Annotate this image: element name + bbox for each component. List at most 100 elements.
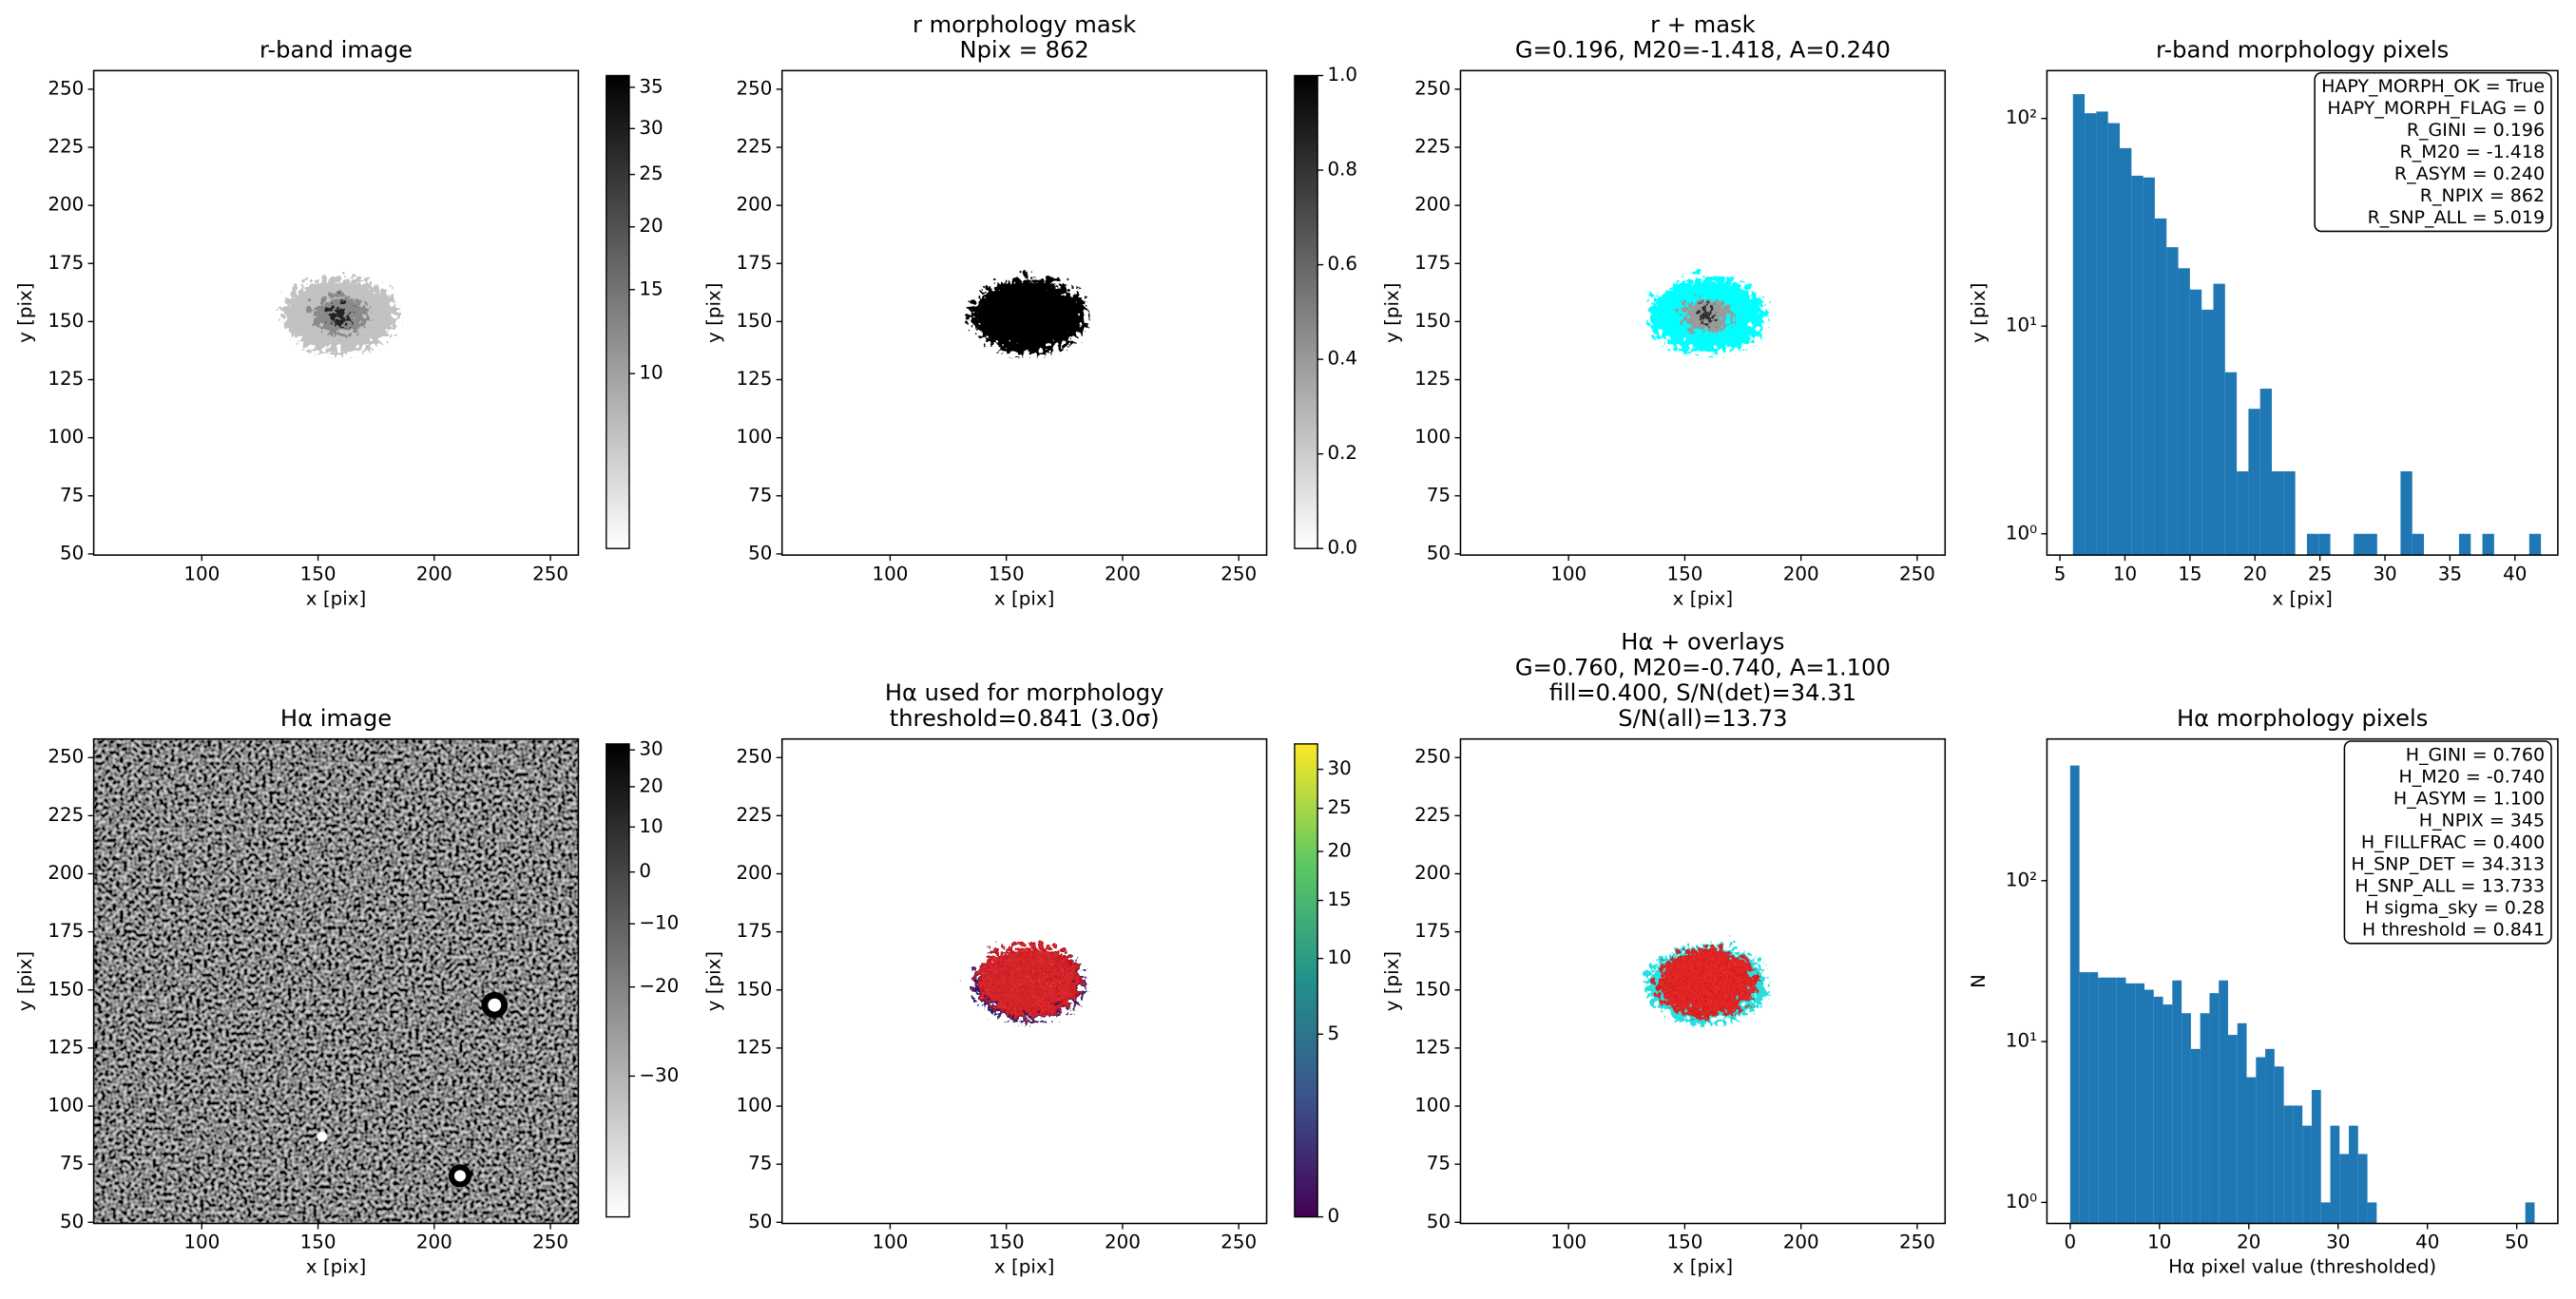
bar	[2219, 980, 2228, 1224]
y-tick-label: 10⁰	[2006, 522, 2037, 544]
x-tick-label: 200	[416, 1232, 452, 1253]
x-tick-label: 30	[2326, 1232, 2350, 1253]
x-axis-label: Hα pixel value (thresholded)	[2168, 1256, 2436, 1278]
annotation-line: R_M20 = -1.418	[2400, 142, 2546, 162]
x-axis-label: x [pix]	[994, 1256, 1054, 1278]
y-tick-label: 75	[60, 1153, 84, 1175]
y-tick-label: 250	[48, 77, 84, 99]
colorbar-tick-label: 20	[639, 215, 663, 237]
y-tick-label: 175	[1414, 920, 1451, 942]
y-tick-label: 10²	[2006, 106, 2037, 128]
colorbar-tick-label: 30	[639, 117, 663, 139]
x-tick-label: 200	[1783, 1232, 1819, 1253]
bar	[2085, 113, 2097, 556]
colorbar	[1294, 743, 1318, 1218]
annotation-line: H_SNP_ALL = 13.733	[2355, 875, 2545, 896]
bar	[2116, 977, 2126, 1224]
colorbar-tick-label: 20	[639, 774, 663, 796]
x-tick-label: 200	[1783, 563, 1819, 584]
y-tick-label: 200	[48, 862, 84, 884]
bar	[2154, 218, 2167, 556]
panel-title: fill=0.400, S/N(det)=34.31	[1549, 679, 1856, 706]
bar	[2069, 765, 2080, 1224]
panel-title: Hα + overlays	[1621, 629, 1784, 656]
y-axis-label: y [pix]	[1381, 951, 1403, 1011]
colorbar-tick-label: 10	[639, 815, 663, 837]
panel-title: S/N(all)=13.73	[1618, 705, 1787, 732]
y-tick-label: 150	[48, 978, 84, 1000]
colorbar-tick-label: 10	[1327, 946, 1351, 968]
bar	[2224, 372, 2238, 556]
bar	[2135, 983, 2145, 1224]
y-tick-label: 100	[736, 1095, 772, 1117]
y-tick-label: 200	[48, 194, 84, 216]
y-tick-label: 175	[48, 252, 84, 274]
annotation-line: R_GINI = 0.196	[2407, 120, 2545, 141]
bar	[2412, 533, 2425, 556]
x-tick-label: 200	[416, 563, 452, 584]
y-tick-label: 50	[1427, 1211, 1451, 1232]
ha-morph-blob	[966, 939, 1078, 1016]
bar	[2072, 94, 2086, 556]
y-axis-label: y [pix]	[702, 951, 724, 1011]
bar	[2354, 533, 2366, 556]
colorbar-tick-label: 1.0	[1327, 64, 1357, 86]
colorbar-tick-label: −30	[639, 1064, 679, 1086]
y-tick-label: 75	[1427, 484, 1451, 506]
annotation-line: H_FILLFRAC = 0.400	[2361, 831, 2545, 852]
panel-title: r-band morphology pixels	[2156, 37, 2449, 64]
x-axis-label: x [pix]	[994, 587, 1054, 609]
colorbar	[606, 74, 630, 549]
y-tick-label: 225	[736, 804, 772, 826]
colorbar-tick-label: 5	[1327, 1022, 1339, 1044]
y-tick-label: 175	[48, 920, 84, 942]
axes-frame	[92, 737, 580, 1225]
ha-noise	[93, 738, 579, 1224]
bar	[2166, 247, 2179, 556]
bar	[2311, 1090, 2321, 1224]
x-tick-label: 250	[1899, 563, 1935, 584]
bar	[2201, 309, 2214, 556]
y-tick-label: 250	[736, 746, 772, 768]
x-tick-label: 35	[2438, 563, 2462, 584]
x-tick-label: 100	[872, 1232, 908, 1253]
colorbar	[1294, 74, 1318, 549]
y-tick-label: 100	[1414, 426, 1451, 448]
x-tick-label: 40	[2503, 563, 2527, 584]
y-tick-label: 100	[48, 1095, 84, 1117]
bar	[2190, 1048, 2201, 1224]
ha-speckle	[972, 942, 1071, 1009]
y-tick-label: 150	[1414, 978, 1451, 1000]
x-tick-label: 150	[1666, 1232, 1702, 1253]
x-tick-label: 100	[1550, 1232, 1586, 1253]
ha-image	[93, 738, 579, 1224]
bars	[2072, 94, 2542, 556]
bar	[2143, 177, 2155, 556]
panel-title: r morphology mask	[913, 11, 1136, 38]
y-axis-label: y [pix]	[14, 282, 36, 342]
colorbar-tick-label: 25	[1327, 796, 1351, 818]
bar	[2107, 123, 2121, 556]
x-tick-label: 250	[532, 563, 568, 584]
bar	[2283, 1105, 2294, 1224]
axes-frame	[1459, 737, 1947, 1225]
mask-region	[964, 271, 1080, 347]
x-tick-label: 100	[183, 1232, 220, 1253]
y-tick-label: 10¹	[2006, 315, 2037, 336]
y-axis-label: y [pix]	[14, 951, 36, 1011]
y-tick-label: 200	[736, 194, 772, 216]
panel-title: threshold=0.841 (3.0σ)	[890, 705, 1160, 732]
bar	[2153, 996, 2163, 1224]
bar	[2163, 1004, 2173, 1224]
y-tick-label: 250	[736, 77, 772, 99]
annotation-line: H threshold = 0.841	[2362, 919, 2545, 940]
y-tick-label: 150	[1414, 310, 1451, 332]
colorbar-tick-label: −10	[639, 912, 679, 934]
x-tick-label: 5	[2054, 563, 2067, 584]
bar	[2209, 993, 2220, 1224]
bar	[2339, 1154, 2350, 1224]
bar	[2357, 1154, 2368, 1224]
bar	[2259, 389, 2273, 556]
panel-title: Hα morphology pixels	[2177, 705, 2428, 732]
